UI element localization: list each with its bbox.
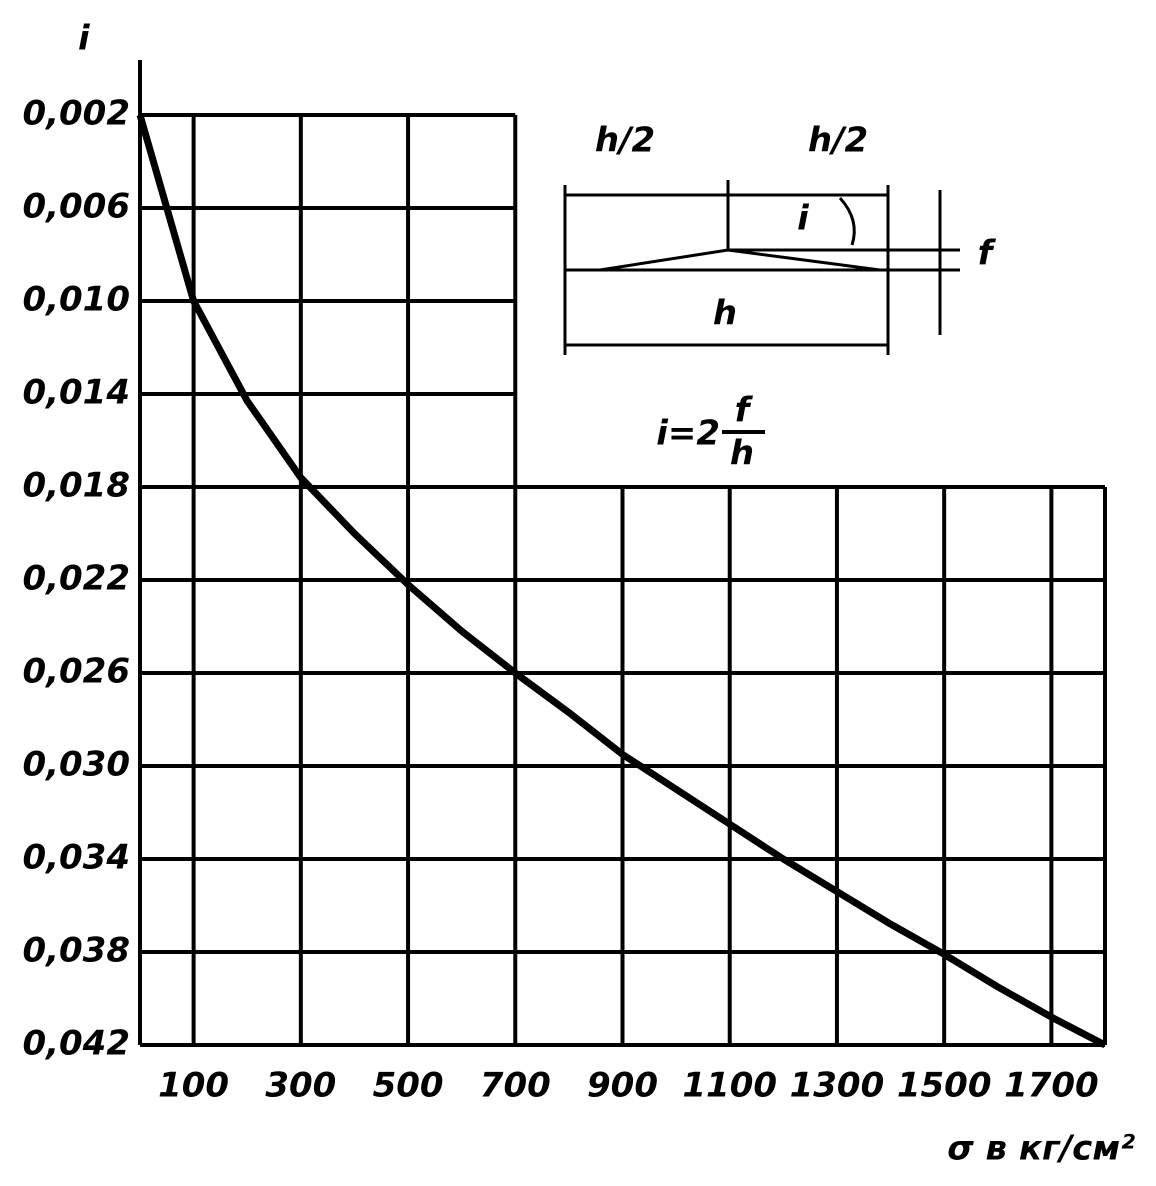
- y-tick-label: 0,018: [22, 466, 130, 506]
- y-tick-label: 0,042: [22, 1024, 130, 1064]
- formula: f: [735, 391, 754, 431]
- annotation: f: [978, 234, 997, 274]
- annotation: h/2: [808, 121, 868, 161]
- y-tick-label: 0,038: [22, 931, 130, 971]
- x-tick-label: 1500: [897, 1066, 992, 1106]
- y-tick-label: 0,010: [22, 280, 130, 320]
- y-tick-label: 0,034: [22, 838, 130, 878]
- x-tick-label: 100: [158, 1066, 229, 1106]
- inset-diagram: [563, 180, 960, 355]
- annotation: h/2: [595, 121, 655, 161]
- x-tick-label: 1700: [1004, 1066, 1099, 1106]
- annotation: i: [797, 199, 810, 239]
- y-tick-label: 0,002: [22, 94, 130, 134]
- x-tick-label: 500: [373, 1066, 444, 1106]
- y-axis-label: i: [78, 19, 91, 59]
- y-tick-label: 0,030: [22, 745, 130, 785]
- x-tick-label: 300: [265, 1066, 336, 1106]
- y-tick-label: 0,006: [22, 187, 130, 227]
- x-tick-label: 700: [480, 1066, 551, 1106]
- y-tick-label: 0,026: [22, 652, 130, 692]
- formula: i=2: [656, 414, 720, 454]
- x-tick-label: 1300: [790, 1066, 885, 1106]
- y-tick-label: 0,014: [22, 373, 130, 413]
- x-axis-label: σ в кг/см²: [947, 1129, 1135, 1169]
- x-tick-label: 1100: [682, 1066, 777, 1106]
- y-tick-label: 0,022: [22, 559, 130, 599]
- formula: h: [730, 434, 754, 474]
- annotation: h: [713, 294, 737, 334]
- x-tick-label: 900: [587, 1066, 658, 1106]
- curve: [136, 114, 1107, 1049]
